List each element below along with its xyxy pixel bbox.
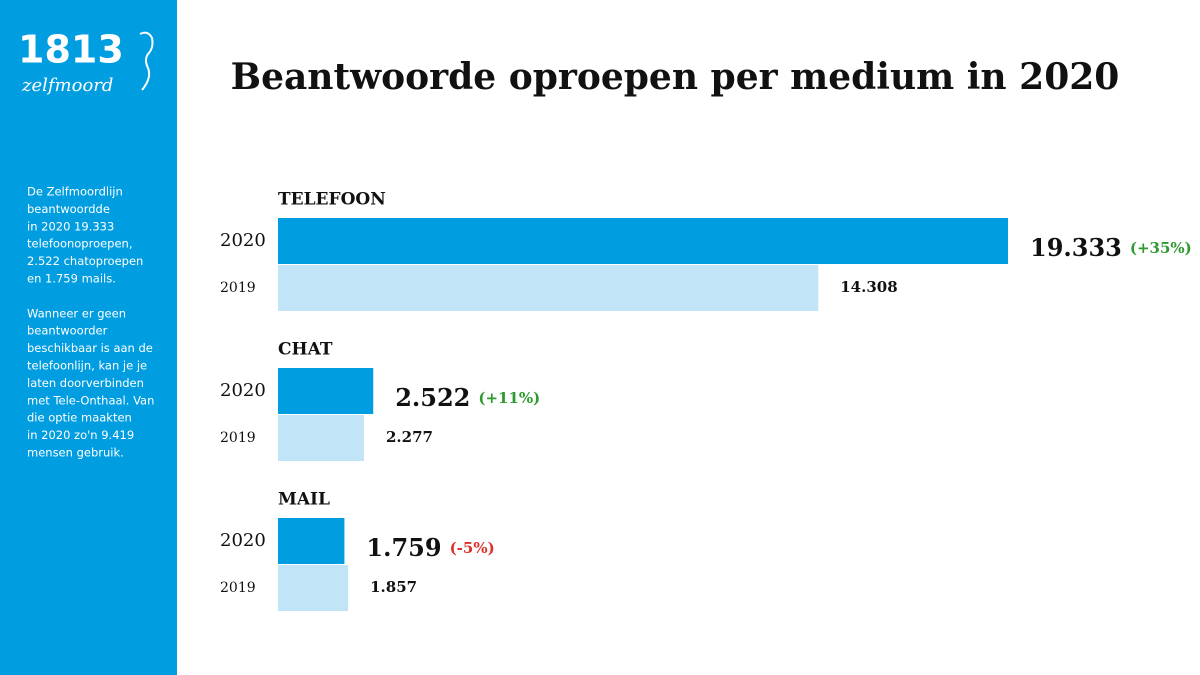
bar	[278, 518, 345, 564]
sidebar-text: die optie maakten	[27, 411, 132, 425]
logo-sub: zelfmoord	[21, 75, 113, 96]
sidebar-text: beantwoorder	[27, 324, 108, 338]
sidebar-text: De Zelfmoordlijn	[27, 185, 123, 199]
series-label: 2019	[220, 580, 256, 596]
change-label: (-5%)	[450, 539, 495, 557]
sidebar-text: mensen gebruik.	[27, 446, 124, 460]
bar	[278, 565, 349, 611]
sidebar-text: 2.522 chatoproepen	[27, 254, 143, 268]
value-text: 1.759	[366, 533, 441, 562]
value-label: 2.277	[386, 428, 433, 446]
sidebar-text: in 2020 zo'n 9.419	[27, 428, 134, 442]
value-label: 14.308	[840, 278, 897, 296]
sidebar-text: beschikbaar is aan de	[27, 341, 153, 355]
change-label: (+35%)	[1130, 239, 1192, 257]
category-label: MAIL	[278, 490, 330, 510]
sidebar-text: Wanneer er geen	[27, 306, 126, 320]
bar	[278, 415, 364, 461]
sidebar-text: en 1.759 mails.	[27, 272, 116, 286]
series-label: 2020	[220, 530, 266, 551]
value-text: 1.857	[370, 578, 417, 596]
change-label: (+11%)	[478, 389, 540, 407]
sidebar-text: laten doorverbinden	[27, 376, 144, 390]
series-label: 2020	[220, 230, 266, 251]
sidebar-text: telefoonlijn, kan je je	[27, 359, 147, 373]
logo: 1813	[18, 28, 124, 72]
value-text: 2.277	[386, 428, 433, 446]
value-label: 1.759 (-5%)	[366, 533, 494, 562]
value-label: 19.333 (+35%)	[1030, 233, 1192, 262]
series-label: 2019	[220, 430, 256, 446]
sidebar	[0, 0, 177, 675]
category-label: CHAT	[278, 340, 333, 360]
sidebar-text: met Tele-Onthaal. Van	[27, 393, 154, 407]
value-text: 19.333	[1030, 233, 1122, 262]
value-label: 2.522 (+11%)	[395, 383, 540, 412]
logo-phone	[139, 31, 154, 91]
chart-title: Beantwoorde oproepen per medium in 2020	[231, 56, 1120, 98]
value-text: 14.308	[840, 278, 897, 296]
sidebar-text: beantwoordde	[27, 202, 110, 216]
category-label: TELEFOON	[278, 190, 386, 210]
bar	[278, 368, 374, 414]
series-label: 2020	[220, 380, 266, 401]
bar	[278, 218, 1008, 264]
sidebar-text: telefoonoproepen,	[27, 237, 133, 251]
value-label: 1.857	[370, 578, 417, 596]
value-text: 2.522	[395, 383, 470, 412]
series-label: 2019	[220, 280, 256, 296]
bar	[278, 265, 819, 311]
sidebar-text: in 2020 19.333	[27, 219, 114, 233]
